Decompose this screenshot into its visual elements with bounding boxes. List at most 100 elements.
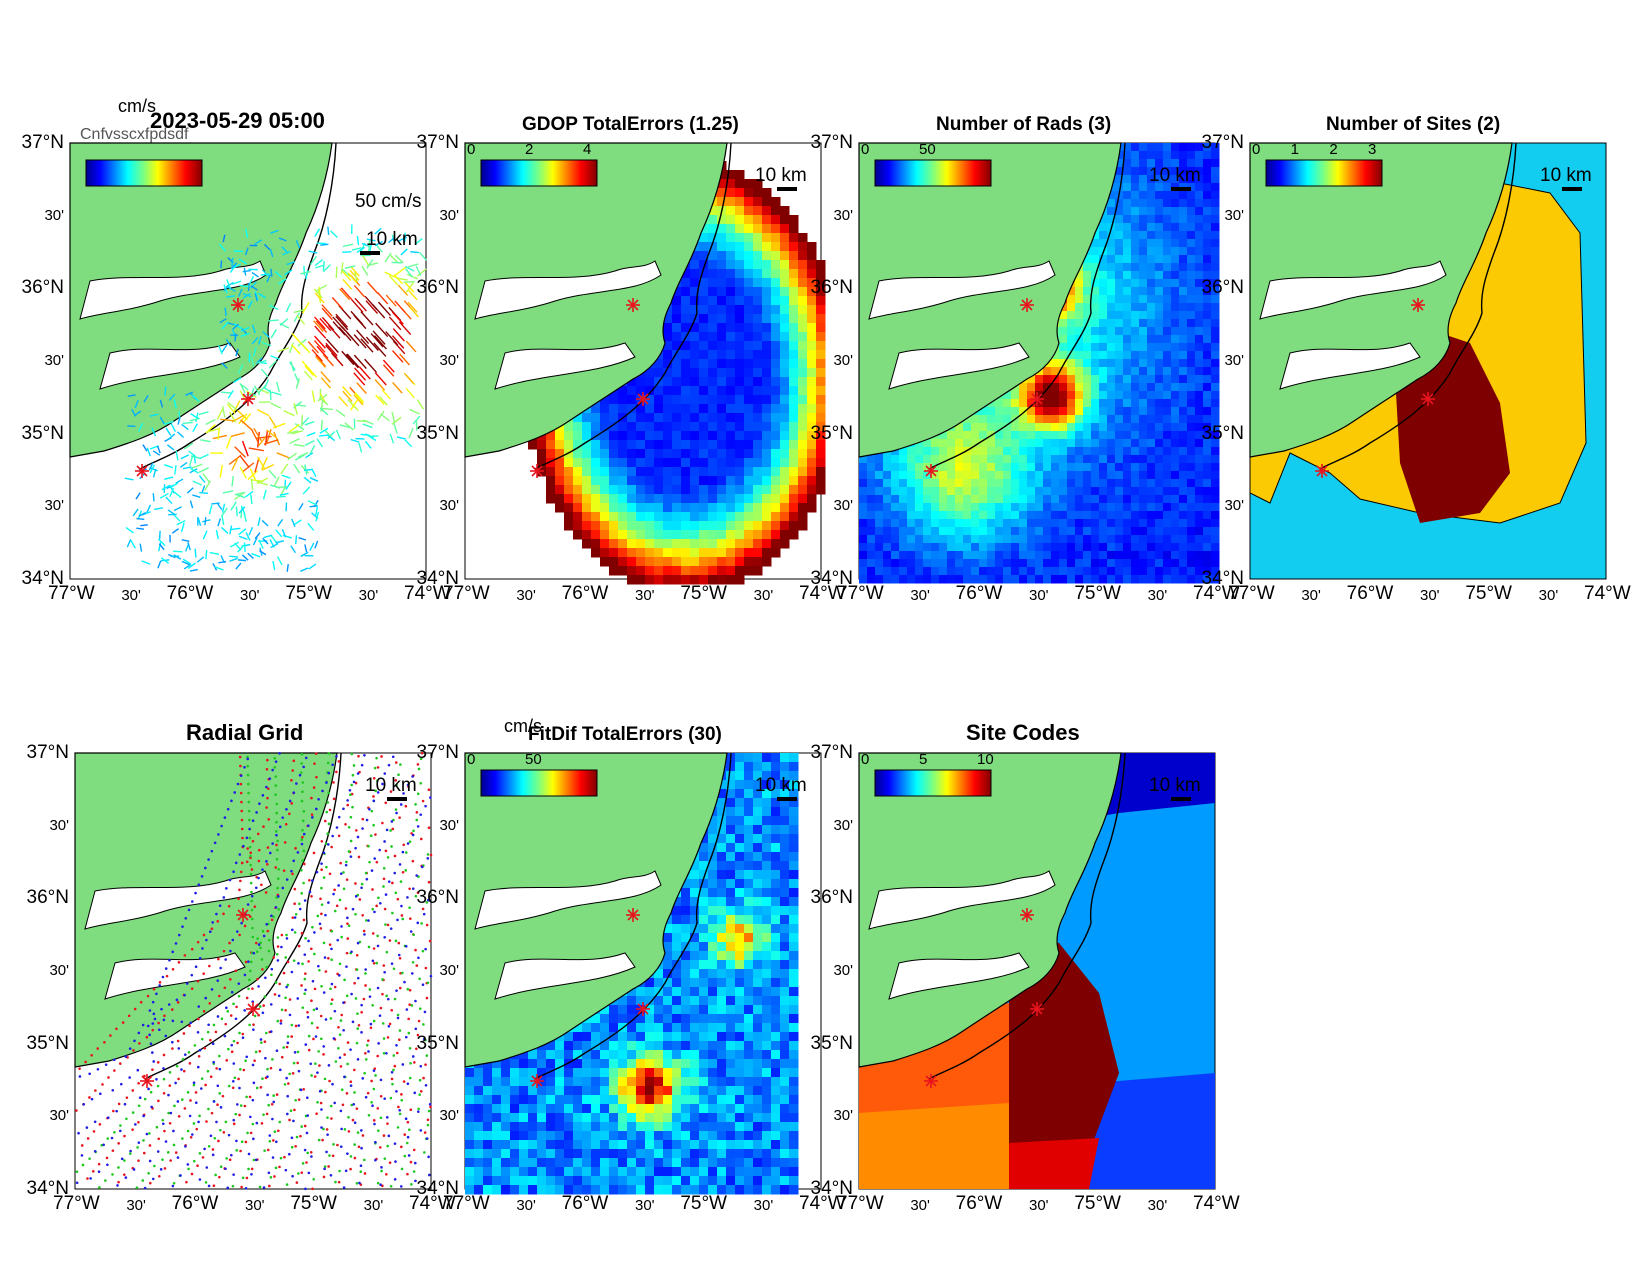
colorbar-tick-label: 0 bbox=[861, 141, 870, 158]
lat-tick-label: 37°N bbox=[416, 742, 459, 763]
lon-tick-label: 76°W bbox=[171, 1193, 219, 1214]
lat-tick-label: 34°N bbox=[21, 568, 64, 589]
scale-bar bbox=[777, 797, 797, 801]
lon-tick-label: 30' bbox=[1147, 587, 1168, 604]
site-marker-icon bbox=[1421, 392, 1435, 406]
scale-bar bbox=[1171, 187, 1191, 191]
lon-tick-label: 30' bbox=[358, 587, 379, 604]
colorbar-tick-label: 50 bbox=[919, 141, 936, 158]
colorbar-tick-label: 50 bbox=[525, 751, 542, 768]
colorbar bbox=[480, 159, 598, 187]
lon-tick-label: 76°W bbox=[955, 1193, 1003, 1214]
vector-scale-label: 50 cm/s bbox=[355, 191, 422, 212]
lat-tick-label: 37°N bbox=[810, 132, 853, 153]
lon-tick-label: 75°W bbox=[1465, 583, 1512, 604]
lat-tick-label: 36°N bbox=[26, 887, 69, 909]
scale-bar-label: 10 km bbox=[755, 165, 807, 186]
colorbar-tick-label: 3 bbox=[1368, 141, 1377, 158]
overlay-text: Cnfvsscxfpdsdf bbox=[80, 126, 189, 143]
scale-bar bbox=[1171, 797, 1191, 801]
lat-tick-label: 30' bbox=[833, 206, 853, 224]
lat-tick-label: 34°N bbox=[26, 1178, 69, 1199]
lon-tick-label: 30' bbox=[1420, 587, 1440, 604]
colorbar-tick-label: 2 bbox=[525, 141, 534, 158]
panel-title: Site Codes bbox=[966, 720, 1080, 745]
lon-tick-label: 74°W bbox=[404, 583, 451, 604]
lat-tick-label: 34°N bbox=[1201, 568, 1244, 589]
lon-tick-label: 30' bbox=[910, 587, 930, 604]
panel-title: Number of Sites (2) bbox=[1326, 114, 1501, 135]
site-marker-icon bbox=[530, 1074, 544, 1088]
lon-tick-label: 76°W bbox=[1346, 583, 1394, 604]
scale-bar-label: 10 km bbox=[1149, 775, 1201, 796]
lon-tick-label: 30' bbox=[1301, 587, 1321, 604]
site-marker-icon bbox=[530, 464, 544, 478]
site-marker-icon bbox=[1020, 298, 1034, 312]
lon-tick-label: 75°W bbox=[290, 1193, 337, 1214]
scale-bar bbox=[387, 797, 407, 801]
site-marker-icon bbox=[140, 1074, 154, 1088]
lon-tick-label: 76°W bbox=[166, 583, 214, 604]
lat-tick-label: 34°N bbox=[810, 1178, 853, 1199]
site-marker-icon bbox=[231, 298, 245, 312]
colorbar-unit: cm/s bbox=[504, 716, 542, 736]
map-fitdif bbox=[464, 752, 822, 1195]
lon-tick-label: 77°W bbox=[837, 1193, 884, 1214]
lat-tick-label: 36°N bbox=[416, 887, 459, 909]
lon-tick-label: 76°W bbox=[561, 1193, 609, 1214]
lat-tick-label: 35°N bbox=[416, 1032, 459, 1054]
lon-tick-label: 74°W bbox=[1193, 583, 1240, 604]
colorbar-tick-label: 4 bbox=[583, 141, 592, 158]
lat-tick-label: 30' bbox=[833, 962, 853, 979]
colorbar bbox=[1265, 159, 1383, 187]
panel-title: Radial Grid bbox=[186, 720, 304, 745]
lon-tick-label: 30' bbox=[363, 1197, 384, 1214]
lon-tick-label: 30' bbox=[126, 1197, 146, 1214]
colorbar bbox=[480, 769, 598, 797]
lon-tick-label: 30' bbox=[516, 587, 536, 604]
colorbar-tick-label: 1 bbox=[1290, 141, 1299, 158]
lon-tick-label: 75°W bbox=[680, 1193, 727, 1214]
lon-tick-label: 74°W bbox=[1584, 583, 1631, 604]
site-marker-icon bbox=[636, 392, 650, 406]
lon-tick-label: 76°W bbox=[955, 583, 1003, 604]
lon-tick-label: 30' bbox=[1147, 1197, 1168, 1214]
lon-tick-label: 75°W bbox=[285, 583, 332, 604]
lon-tick-label: 74°W bbox=[799, 583, 846, 604]
colorbar-tick-label: 0 bbox=[467, 141, 476, 158]
colorbar bbox=[874, 769, 992, 797]
lat-tick-label: 34°N bbox=[810, 568, 853, 589]
lat-tick-label: 37°N bbox=[1201, 132, 1244, 153]
site-marker-icon bbox=[636, 1002, 650, 1016]
scale-bar bbox=[360, 251, 380, 255]
lat-tick-label: 36°N bbox=[1201, 277, 1244, 299]
lat-tick-label: 30' bbox=[833, 497, 853, 515]
lat-tick-label: 34°N bbox=[416, 568, 459, 589]
lat-tick-label: 36°N bbox=[21, 277, 64, 299]
panel-title: FitDif TotalErrors (30) bbox=[528, 724, 722, 745]
scale-bar-label: 10 km bbox=[366, 229, 418, 250]
site-markers bbox=[135, 298, 255, 478]
site-marker-icon bbox=[1020, 908, 1034, 922]
lat-tick-label: 37°N bbox=[416, 132, 459, 153]
site-marker-icon bbox=[241, 392, 255, 406]
map-site-codes bbox=[858, 752, 1216, 1190]
lon-tick-label: 77°W bbox=[48, 583, 95, 604]
site-marker-icon bbox=[1030, 392, 1044, 406]
lat-tick-label: 30' bbox=[439, 352, 459, 369]
site-marker-icon bbox=[1411, 298, 1425, 312]
site-marker-icon bbox=[236, 908, 250, 922]
lon-tick-label: 77°W bbox=[1228, 583, 1275, 604]
lat-tick-label: 30' bbox=[44, 497, 64, 515]
velocity-vectors bbox=[124, 224, 427, 572]
lat-tick-label: 30' bbox=[49, 1107, 69, 1125]
lon-tick-label: 77°W bbox=[443, 1193, 490, 1214]
lon-tick-label: 30' bbox=[240, 587, 260, 604]
lat-tick-label: 30' bbox=[439, 1107, 459, 1125]
lat-tick-label: 30' bbox=[1224, 352, 1244, 369]
colorbar-tick-label: 5 bbox=[919, 751, 928, 768]
site-marker-icon bbox=[626, 908, 640, 922]
lon-tick-label: 30' bbox=[1538, 587, 1559, 604]
colorbar-tick-label: 0 bbox=[861, 751, 870, 768]
colorbar-unit: cm/s bbox=[118, 96, 156, 116]
